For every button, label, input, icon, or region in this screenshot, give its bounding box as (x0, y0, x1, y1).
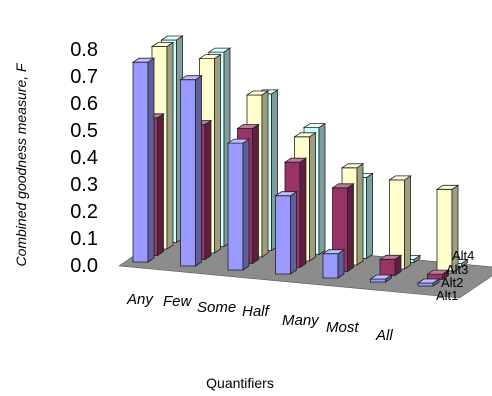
series-label-alt1: Alt1 (436, 288, 458, 303)
y-tick-label: 0.0 (70, 255, 98, 277)
series-label-alt4: Alt4 (452, 248, 474, 263)
category-label-most: Most (326, 319, 359, 336)
category-label-half: Half (242, 303, 271, 320)
bar-alt1-few (179, 74, 203, 267)
category-labels: Any Few Some Half Many Most All (126, 291, 393, 344)
y-axis-label: Combined goodness measure, F (13, 62, 29, 267)
series-label-alt3: Alt3 (446, 262, 468, 277)
y-tick-label: 0.5 (70, 120, 98, 142)
category-label-some: Some (197, 299, 236, 316)
category-label-many: Many (282, 312, 320, 329)
series-label-alt2: Alt2 (441, 275, 463, 290)
chart-bars (131, 35, 469, 287)
bar-alt1-half (274, 190, 298, 275)
y-tick-label: 0.4 (70, 147, 98, 169)
y-tick-label: 0.1 (70, 228, 98, 250)
y-tick-label: 0.3 (70, 174, 98, 196)
category-label-all: All (375, 327, 393, 344)
y-tick-label: 0.2 (70, 201, 98, 223)
y-tick-label: 0.8 (70, 39, 98, 61)
y-axis-ticks: 0.0 0.1 0.2 0.3 0.4 0.5 0.6 0.7 0.8 (70, 39, 98, 277)
bar-alt3-most (388, 175, 412, 270)
y-tick-label: 0.6 (70, 93, 98, 115)
bar-alt1-any (131, 57, 156, 263)
category-label-few: Few (163, 293, 193, 310)
bar-alt1-many (321, 248, 346, 279)
bar-alt2-most (378, 254, 403, 277)
category-label-any: Any (126, 291, 154, 308)
bar-alt1-all (416, 278, 441, 287)
bar-alt1-most (369, 274, 393, 283)
y-tick-label: 0.7 (70, 66, 98, 88)
bar-alt2-all (426, 269, 450, 281)
x-axis-label: Quantifiers (206, 375, 274, 391)
bar-alt1-some (226, 138, 251, 271)
